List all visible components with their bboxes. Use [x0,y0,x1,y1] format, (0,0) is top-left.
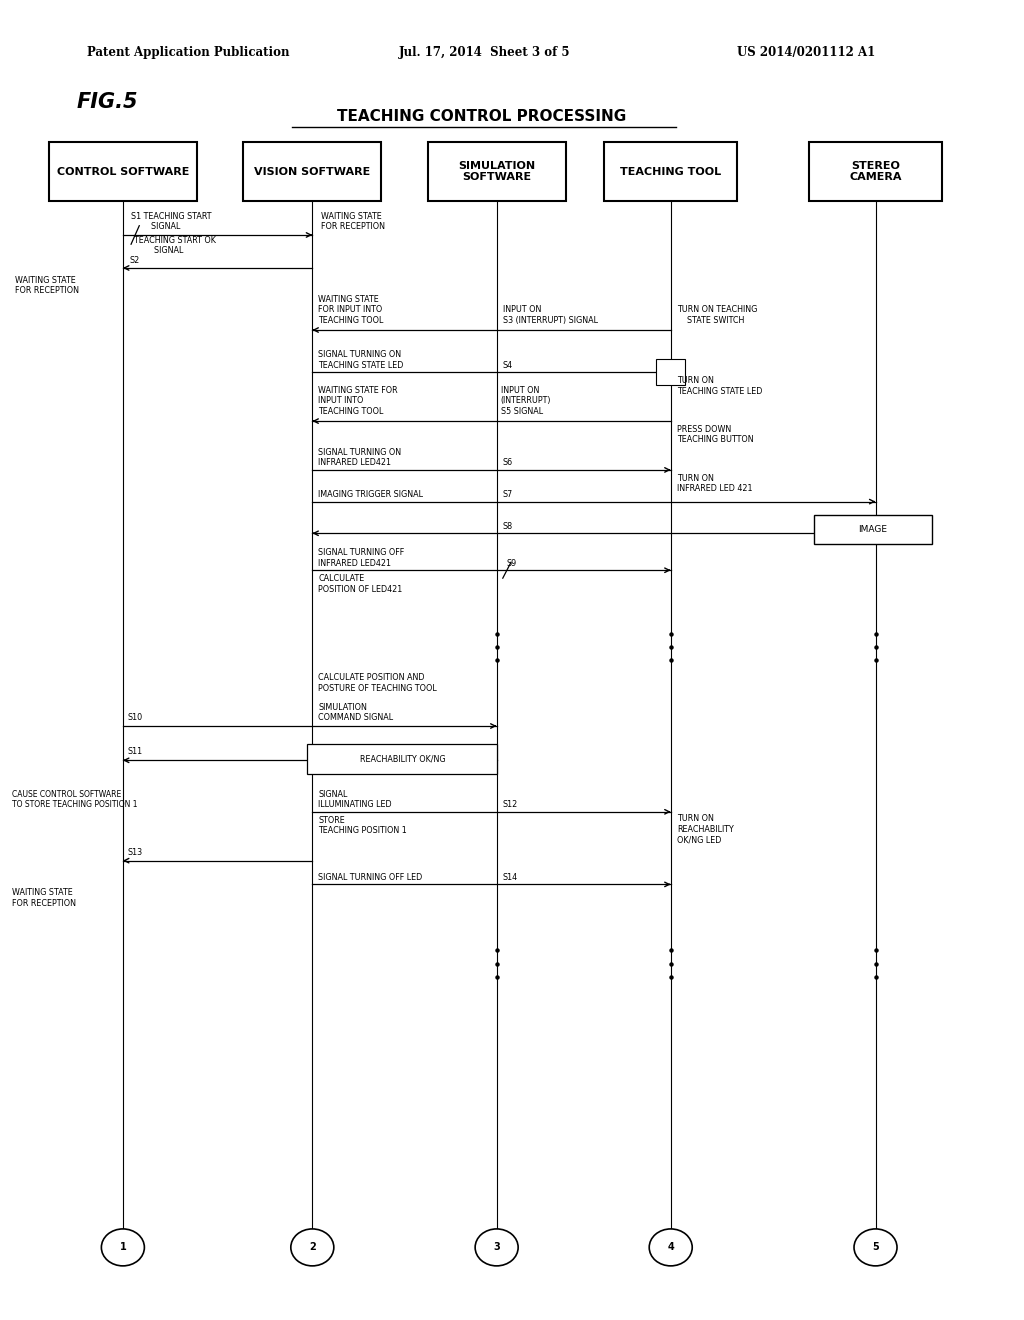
Ellipse shape [475,1229,518,1266]
Bar [49,141,197,201]
Text: TURN ON
INFRARED LED 421: TURN ON INFRARED LED 421 [677,474,753,494]
Text: IMAGE: IMAGE [858,525,887,533]
Text: Jul. 17, 2014  Sheet 3 of 5: Jul. 17, 2014 Sheet 3 of 5 [399,46,570,59]
Text: S14: S14 [503,873,518,882]
Text: VISION SOFTWARE: VISION SOFTWARE [254,166,371,177]
Text: FIG.5: FIG.5 [77,91,138,112]
Text: SIGNAL TURNING ON
TEACHING STATE LED: SIGNAL TURNING ON TEACHING STATE LED [318,350,403,370]
Text: CALCULATE
POSITION OF LED421: CALCULATE POSITION OF LED421 [318,574,402,594]
Text: TURN ON
REACHABILITY
OK/NG LED: TURN ON REACHABILITY OK/NG LED [677,814,733,845]
Text: STORE
TEACHING POSITION 1: STORE TEACHING POSITION 1 [318,816,408,836]
Text: S4: S4 [503,360,513,370]
Text: WAITING STATE
FOR RECEPTION: WAITING STATE FOR RECEPTION [15,276,80,296]
Text: WAITING STATE
FOR RECEPTION: WAITING STATE FOR RECEPTION [12,888,76,908]
Text: CAUSE CONTROL SOFTWARE
TO STORE TEACHING POSITION 1: CAUSE CONTROL SOFTWARE TO STORE TEACHING… [12,789,138,809]
Text: WAITING STATE
FOR RECEPTION: WAITING STATE FOR RECEPTION [321,211,385,231]
Text: S11: S11 [128,747,143,756]
Text: WAITING STATE
FOR INPUT INTO
TEACHING TOOL: WAITING STATE FOR INPUT INTO TEACHING TO… [318,294,384,325]
Bar [307,744,497,774]
Text: S7: S7 [503,490,513,499]
Bar [809,141,942,201]
Ellipse shape [854,1229,897,1266]
Text: TEACHING TOOL: TEACHING TOOL [621,166,721,177]
Bar [428,141,565,201]
Text: S12: S12 [503,800,518,809]
Bar [656,359,685,385]
Text: TURN ON TEACHING
    STATE SWITCH: TURN ON TEACHING STATE SWITCH [677,305,757,325]
Bar [604,141,737,201]
Text: S8: S8 [503,521,513,531]
Ellipse shape [101,1229,144,1266]
Ellipse shape [291,1229,334,1266]
Text: CALCULATE POSITION AND
POSTURE OF TEACHING TOOL: CALCULATE POSITION AND POSTURE OF TEACHI… [318,673,437,693]
Bar [244,141,381,201]
Text: SIMULATION
COMMAND SIGNAL: SIMULATION COMMAND SIGNAL [318,702,393,722]
Text: 2: 2 [309,1242,315,1253]
Text: IMAGING TRIGGER SIGNAL: IMAGING TRIGGER SIGNAL [318,490,424,499]
Text: US 2014/0201112 A1: US 2014/0201112 A1 [737,46,876,59]
Text: STEREO
CAMERA: STEREO CAMERA [849,161,902,182]
Text: PRESS DOWN
TEACHING BUTTON: PRESS DOWN TEACHING BUTTON [677,425,754,445]
Text: SIGNAL TURNING OFF LED: SIGNAL TURNING OFF LED [318,873,423,882]
Text: SIGNAL TURNING OFF
INFRARED LED421: SIGNAL TURNING OFF INFRARED LED421 [318,548,404,568]
Text: S9: S9 [507,558,517,568]
Text: 1: 1 [120,1242,126,1253]
Text: TURN ON
TEACHING STATE LED: TURN ON TEACHING STATE LED [677,376,762,396]
Text: 3: 3 [494,1242,500,1253]
Text: REACHABILITY OK/NG: REACHABILITY OK/NG [359,755,445,763]
Text: INPUT ON
(INTERRUPT)
S5 SIGNAL: INPUT ON (INTERRUPT) S5 SIGNAL [501,385,551,416]
Text: S6: S6 [503,458,513,467]
Text: SIGNAL TURNING ON
INFRARED LED421: SIGNAL TURNING ON INFRARED LED421 [318,447,401,467]
Text: CONTROL SOFTWARE: CONTROL SOFTWARE [56,166,189,177]
Text: TEACHING CONTROL PROCESSING: TEACHING CONTROL PROCESSING [337,108,626,124]
Text: S10: S10 [128,713,143,722]
Bar [814,515,932,544]
Text: TEACHING START OK
          SIGNAL
S2: TEACHING START OK SIGNAL S2 [129,235,216,265]
Ellipse shape [649,1229,692,1266]
Text: 5: 5 [872,1242,879,1253]
Text: WAITING STATE FOR
INPUT INTO
TEACHING TOOL: WAITING STATE FOR INPUT INTO TEACHING TO… [318,385,398,416]
Text: 4: 4 [668,1242,674,1253]
Text: INPUT ON
S3 (INTERRUPT) SIGNAL: INPUT ON S3 (INTERRUPT) SIGNAL [503,305,598,325]
Text: S13: S13 [128,847,143,857]
Text: SIMULATION
SOFTWARE: SIMULATION SOFTWARE [458,161,536,182]
Text: Patent Application Publication: Patent Application Publication [87,46,290,59]
Text: SIGNAL
ILLUMINATING LED: SIGNAL ILLUMINATING LED [318,789,392,809]
Text: S1 TEACHING START
        SIGNAL: S1 TEACHING START SIGNAL [131,211,212,231]
